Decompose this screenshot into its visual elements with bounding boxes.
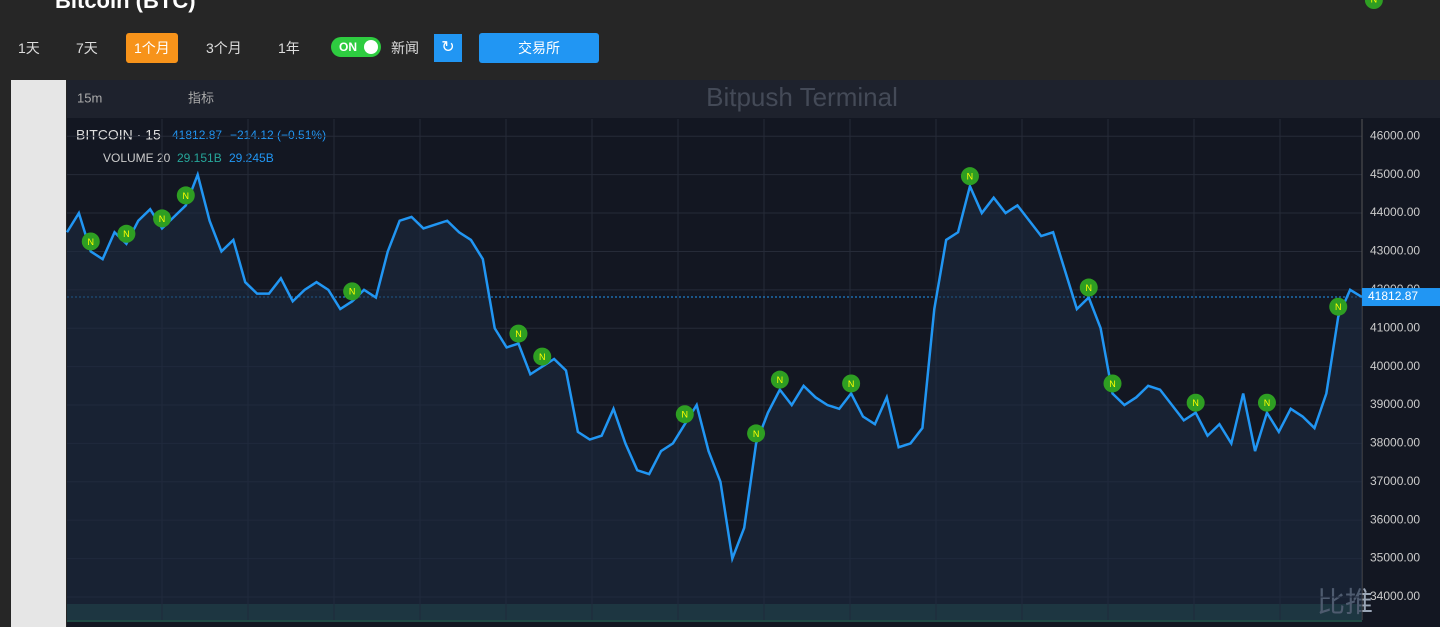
- news-letter: N: [753, 429, 760, 439]
- y-tick-label: 36000.00: [1370, 512, 1420, 526]
- news-dot: [117, 224, 136, 243]
- news-marker[interactable]: N: [747, 424, 766, 443]
- range-button[interactable]: 1个月: [126, 33, 178, 63]
- news-dot: [509, 324, 528, 343]
- exchange-button[interactable]: 交易所: [479, 33, 599, 63]
- price-line: [65, 170, 1363, 564]
- news-marker[interactable]: N: [675, 405, 694, 424]
- news-letter: N: [515, 329, 522, 339]
- news-letter: N: [539, 352, 546, 362]
- news-marker[interactable]: N: [1079, 278, 1098, 297]
- news-letter: N: [682, 410, 689, 420]
- y-tick-label: 44000.00: [1370, 205, 1420, 219]
- news-letter: N: [1192, 398, 1199, 408]
- news-dot: [176, 186, 195, 205]
- range-button[interactable]: 1天: [18, 40, 40, 56]
- news-dot: [1257, 393, 1276, 412]
- y-tick-label: 45000.00: [1370, 167, 1420, 181]
- news-dot: [842, 374, 861, 393]
- y-tick-label: 41000.00: [1370, 320, 1420, 334]
- news-dot: [81, 232, 100, 251]
- news-dot: [1364, 0, 1383, 9]
- range-button[interactable]: 1年: [278, 40, 300, 56]
- news-letter: N: [1109, 379, 1116, 389]
- range-button[interactable]: 7天: [76, 40, 98, 56]
- legend-change: −214.12 (−0.51%): [230, 128, 326, 142]
- news-letter: N: [1371, 0, 1378, 4]
- y-tick-label: 40000.00: [1370, 359, 1420, 373]
- news-marker[interactable]: N: [1186, 393, 1205, 412]
- knob: [364, 40, 378, 54]
- news-letter: N: [88, 237, 95, 247]
- price-area: [67, 174, 1362, 620]
- chart-toolbar: [67, 80, 1440, 118]
- current-tag: [1362, 288, 1440, 307]
- news-marker[interactable]: N: [842, 374, 861, 393]
- news-marker[interactable]: N: [343, 282, 362, 301]
- y-tick-label: 35000.00: [1370, 551, 1420, 565]
- legend-vol1: 29.151B: [177, 151, 222, 165]
- news-marker[interactable]: N: [770, 370, 789, 389]
- news-marker[interactable]: N: [960, 167, 979, 186]
- legend-volume: VOLUME 20: [103, 151, 171, 165]
- news-letter: N: [848, 379, 855, 389]
- range-button[interactable]: 3个月: [206, 40, 242, 56]
- toggle-label: ON: [339, 40, 357, 54]
- news-marker[interactable]: N: [1364, 0, 1383, 9]
- news-letter: N: [349, 287, 356, 297]
- news-marker[interactable]: N: [1329, 297, 1348, 316]
- news-dot: [960, 167, 979, 186]
- legend-symbol: BITCOIN · 15: [76, 127, 161, 143]
- news-letter: N: [777, 375, 784, 385]
- news-marker[interactable]: N: [153, 209, 172, 228]
- legend-vol2: 29.245B: [229, 151, 274, 165]
- watermark: Bitpush Terminal: [706, 82, 898, 112]
- news-letter: N: [1085, 283, 1092, 293]
- refresh[interactable]: ↻: [434, 34, 462, 62]
- y-tick-label: 38000.00: [1370, 436, 1420, 450]
- news-letter: N: [1264, 398, 1271, 408]
- news-marker[interactable]: N: [509, 324, 528, 343]
- news-dot: [533, 347, 552, 366]
- news-marker[interactable]: N: [176, 186, 195, 205]
- title: Bitcoin (BTC): [55, 0, 196, 13]
- news-dot: [1329, 297, 1348, 316]
- news-dot: [1186, 393, 1205, 412]
- news-dot: [343, 282, 362, 301]
- news-dot: [747, 424, 766, 443]
- y-tick-label: 37000.00: [1370, 474, 1420, 488]
- news-marker[interactable]: N: [117, 224, 136, 243]
- news-dot: [153, 209, 172, 228]
- current-label: 41812.87: [1368, 289, 1418, 303]
- news-letter: N: [967, 172, 974, 182]
- y-tick-label: 46000.00: [1370, 128, 1420, 142]
- legend-price: 41812.87: [172, 128, 222, 142]
- interval[interactable]: 15m: [77, 90, 102, 105]
- news-marker[interactable]: N: [1257, 393, 1276, 412]
- news-letter: N: [123, 229, 130, 239]
- news-dot: [1103, 374, 1122, 393]
- news-letter: N: [159, 214, 166, 224]
- news-letter: N: [1335, 302, 1342, 312]
- news-marker[interactable]: N: [81, 232, 100, 251]
- news-marker[interactable]: N: [1103, 374, 1122, 393]
- side-toolbar: [11, 80, 66, 627]
- y-tick-label: 43000.00: [1370, 244, 1420, 258]
- news-letter: N: [183, 191, 190, 201]
- y-tick-label: 34000.00: [1370, 589, 1420, 603]
- news-dot: [675, 405, 694, 424]
- y-tick-label: 39000.00: [1370, 397, 1420, 411]
- toggle[interactable]: ON: [331, 37, 381, 57]
- news-marker[interactable]: N: [533, 347, 552, 366]
- news-label: 新闻: [391, 40, 419, 56]
- news-dot: [770, 370, 789, 389]
- indicators[interactable]: 指标: [188, 90, 214, 105]
- news-dot: [1079, 278, 1098, 297]
